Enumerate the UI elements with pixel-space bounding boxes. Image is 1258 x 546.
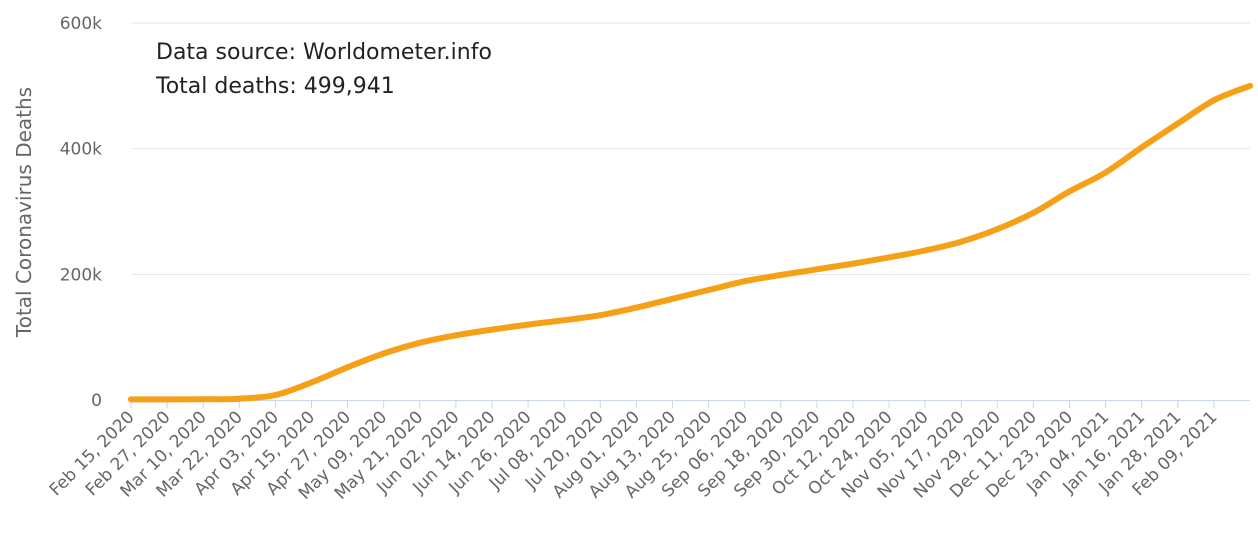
data-point bbox=[1066, 188, 1073, 195]
annotation-total-deaths: Total deaths: 499,941 bbox=[156, 74, 395, 99]
data-point bbox=[1247, 82, 1253, 89]
data-point bbox=[1138, 144, 1145, 151]
data-point bbox=[489, 326, 495, 333]
data-point bbox=[344, 364, 351, 371]
data-point bbox=[308, 379, 315, 386]
data-point bbox=[1174, 120, 1181, 127]
y-tick-label: 400k bbox=[60, 140, 102, 160]
grid bbox=[131, 22, 1250, 275]
y-tick-label: 600k bbox=[60, 14, 102, 34]
data-point bbox=[1210, 97, 1217, 104]
annotation-data-source: Data source: Worldometer.info bbox=[156, 40, 492, 65]
data-point bbox=[1030, 209, 1037, 216]
data-point bbox=[958, 238, 965, 245]
y-tick-label: 200k bbox=[60, 265, 102, 285]
y-axis-title: Total Coronavirus Deaths bbox=[12, 87, 36, 338]
data-point bbox=[849, 260, 856, 267]
data-point bbox=[741, 278, 748, 285]
data-point bbox=[597, 312, 604, 319]
data-point bbox=[777, 272, 784, 278]
data-point bbox=[813, 266, 820, 273]
data-point bbox=[128, 396, 134, 403]
data-point bbox=[236, 395, 243, 402]
y-tick-label: 0 bbox=[91, 391, 102, 411]
data-point bbox=[705, 287, 712, 293]
data-point bbox=[416, 339, 423, 346]
data-point bbox=[633, 304, 640, 311]
series-layer bbox=[128, 82, 1253, 403]
data-point bbox=[272, 392, 279, 398]
data-point bbox=[922, 247, 929, 254]
y-axis: 0 200k 400k 600k bbox=[60, 14, 102, 411]
series-line-0 bbox=[128, 82, 1253, 403]
data-point bbox=[1102, 169, 1109, 176]
data-point bbox=[380, 350, 387, 357]
data-point bbox=[669, 295, 676, 302]
data-point bbox=[994, 226, 1001, 233]
data-point bbox=[200, 396, 207, 403]
data-point bbox=[886, 254, 892, 261]
data-point bbox=[561, 317, 568, 324]
data-point bbox=[525, 321, 532, 328]
data-point bbox=[452, 332, 459, 339]
